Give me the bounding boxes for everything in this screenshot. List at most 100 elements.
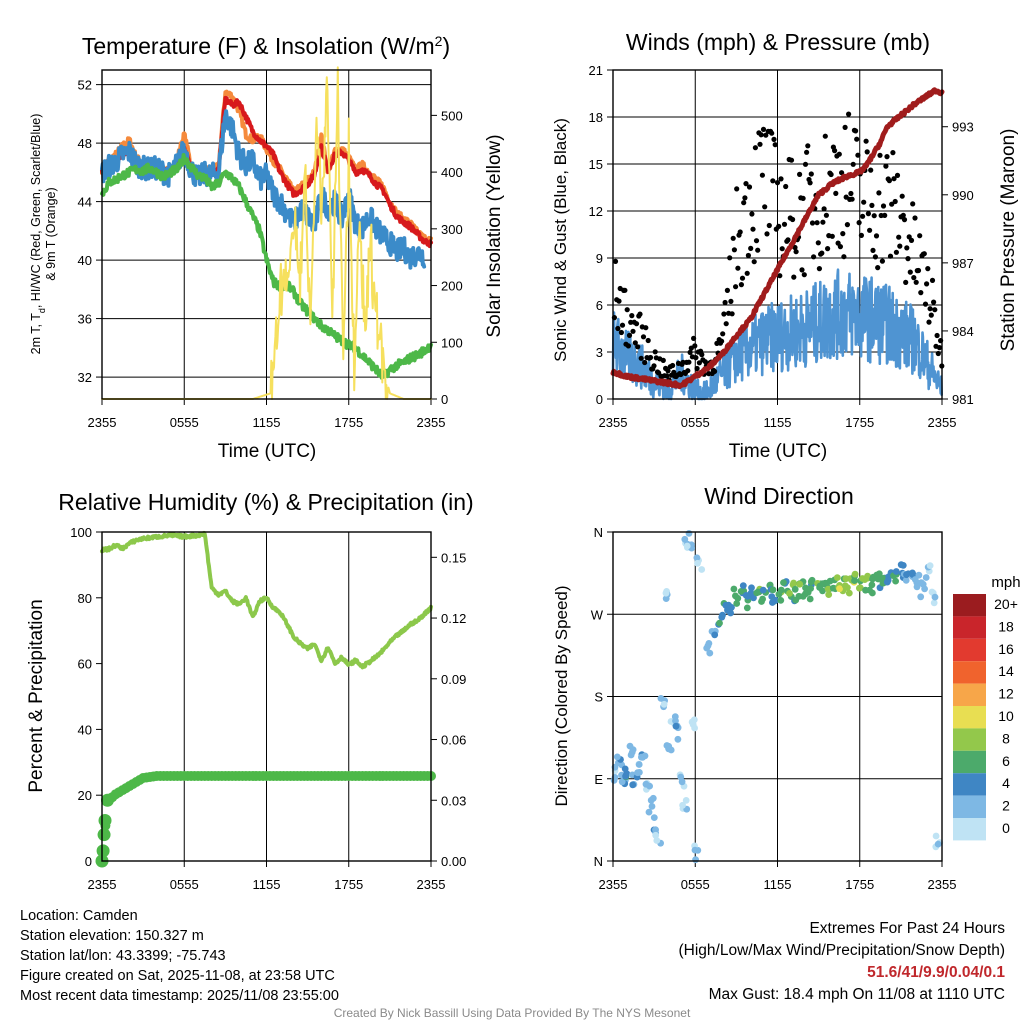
colorbar-swatch [953,594,986,617]
wind-gust-point [865,211,872,217]
wind-gust-point [808,171,814,177]
wind-gust-point [776,223,782,229]
wind-gust-point [619,322,626,328]
temp-ytick-right-label: 100 [441,335,463,350]
wind-gust-point [877,152,883,158]
colorbar-label: 6 [1002,753,1010,769]
wind-gust-point [913,279,919,285]
precip-point [96,844,110,858]
direction-point [698,566,706,573]
wind-gust-point [864,149,870,155]
direction-point [802,584,809,592]
wind-gust-point [915,267,922,274]
wind-gust-point [764,231,770,237]
direction-point [926,562,934,569]
wind-gust-point [873,233,880,239]
wind-gust-point [734,186,740,192]
dir-ytick-left-label: N [594,525,603,540]
extremes-subtitle: (High/Low/Max Wind/Precipitation/Snow De… [678,942,1006,959]
wind-gust-point [900,212,906,218]
wind-gust-point [719,338,725,344]
wind-gust-point [792,244,798,251]
wind-gust-point [625,343,632,349]
wind-gust-point [783,183,789,190]
direction-point [769,586,777,594]
wind-gust-point [850,161,856,167]
wind-gust-point [891,176,897,182]
direction-point [682,797,690,804]
rh-ytick-right-label: 0.03 [441,793,466,808]
temperature-ylabel-right: Solar Insolation (Yellow) [484,134,505,337]
wind-gust-point [788,157,795,163]
direction-point [913,583,921,591]
wind-gust-point [693,355,699,361]
direction-point [647,796,655,804]
wind-gust-point [836,151,842,157]
wind-gust-point [815,240,821,246]
direction-point [660,700,668,708]
wind-gust-point [769,130,775,136]
wind-gust-point [751,259,757,265]
dir-axes: 2355 0555 1155 1755 2355 N E S W N [591,525,957,892]
direction-point [902,577,910,584]
wind-gust-point [745,252,752,259]
wind-gust-point [774,180,781,186]
wind-gust-point [742,195,748,201]
direction-point [903,571,910,579]
wind-gust-point [785,237,791,243]
wind-gust-point [762,204,768,210]
direction-point [917,593,925,601]
colorbar-swatch [953,638,986,662]
colorbar-swatch [953,706,986,729]
wind-gust-point [908,237,915,243]
colorbar-label: 2 [1002,798,1010,814]
direction-point [819,587,826,595]
direction-point [626,742,634,750]
wind-gust-point [791,274,797,280]
wind-gust-point [615,325,621,332]
wind-gust-point [883,163,889,169]
rh-ytick-right-label: 0.15 [441,550,466,565]
wind-series-pressure [610,87,945,390]
wind-gust-point [712,368,718,374]
dir-ytick-left-label: W [591,607,604,622]
wind-ytick-left-label: 3 [596,345,603,360]
wind-ytick-right-label: 990 [952,188,974,203]
precip-point [98,814,112,828]
wind-gust-point [903,279,909,285]
temp-xtick-label: 2355 [417,415,446,430]
wind-gust-point [723,321,729,327]
colorbar-label: 0 [1002,820,1010,836]
speed-colorbar: 20+ 18 16 14 12 10 8 6 4 2 0 [953,594,1018,841]
wind-gust-point [844,222,851,228]
wind-gust-point [632,340,638,346]
wind-gust-point [816,266,823,272]
wind-gust-point [861,199,867,205]
rh-xtick-label: 0555 [170,877,199,892]
wind-gust-point [886,178,893,184]
rh-xtick-label: 2355 [417,877,446,892]
station-latlon: Station lat/lon: 43.3399; -75.743 [20,948,226,964]
rh-ytick-left-label: 40 [78,722,92,737]
dir-ytick-left-label: E [594,772,603,787]
colorbar-swatch [953,683,986,706]
wind-gust-point [733,284,739,290]
wind-ytick-left-label: 12 [589,204,603,219]
wind-gust-point [922,301,929,307]
direction-point [674,735,682,743]
colorbar-label: 20+ [994,596,1018,612]
wind-gust-point [882,212,888,218]
wind-gust-point [638,355,644,361]
direction-point [733,600,741,607]
colorbar-swatch [953,661,986,684]
rh-ytick-right-label: 0.09 [441,672,466,687]
wind-gust-point [921,251,927,257]
direction-point [694,559,701,567]
wind-gust-point [820,219,826,225]
direction-point [851,570,859,578]
wind-ytick-left-label: 18 [589,110,603,125]
wind-xlabel: Time (UTC) [729,441,828,462]
wind-gust-point [821,206,827,212]
direction-point [662,589,670,597]
wind-gust-point [912,215,918,221]
